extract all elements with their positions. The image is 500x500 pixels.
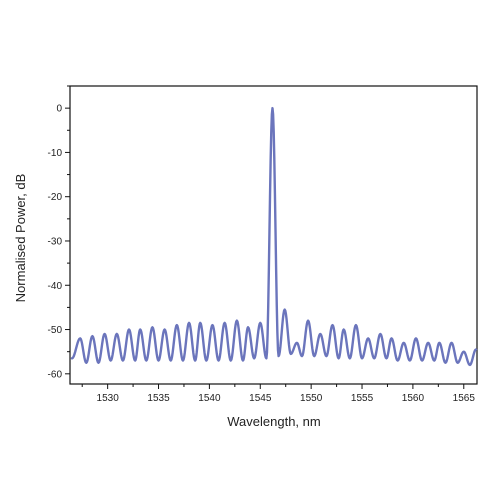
y-axis-ticks: 0 -10 -20 -30 -40 -50 -60 <box>48 85 70 380</box>
x-tick-label: 1545 <box>249 393 272 404</box>
x-axis-label: Wavelength, nm <box>227 414 320 429</box>
plot-border <box>69 85 478 385</box>
x-tick-label: 1540 <box>198 393 221 404</box>
y-tick-label: -40 <box>48 281 63 292</box>
x-tick-label: 1535 <box>147 393 170 404</box>
plot-frame <box>69 85 478 385</box>
spectrum-line <box>70 106 478 367</box>
y-tick-label: -20 <box>48 192 63 203</box>
y-tick-label: -50 <box>48 325 63 336</box>
y-axis-label: Normalised Power, dB <box>13 174 28 303</box>
x-tick-label: 1560 <box>402 393 425 404</box>
y-tick-label: -30 <box>48 236 63 247</box>
y-tick-label: 0 <box>56 104 62 115</box>
y-tick-label: -60 <box>48 369 63 380</box>
y-tick-label: -10 <box>48 148 63 159</box>
x-axis-ticks: 1530 1535 1540 1545 1550 1555 1560 1565 <box>81 384 476 404</box>
x-tick-label: 1550 <box>300 393 323 404</box>
x-tick-label: 1555 <box>351 393 374 404</box>
series-layer <box>70 106 478 367</box>
x-tick-label: 1565 <box>453 393 476 404</box>
x-tick-label: 1530 <box>97 393 120 404</box>
